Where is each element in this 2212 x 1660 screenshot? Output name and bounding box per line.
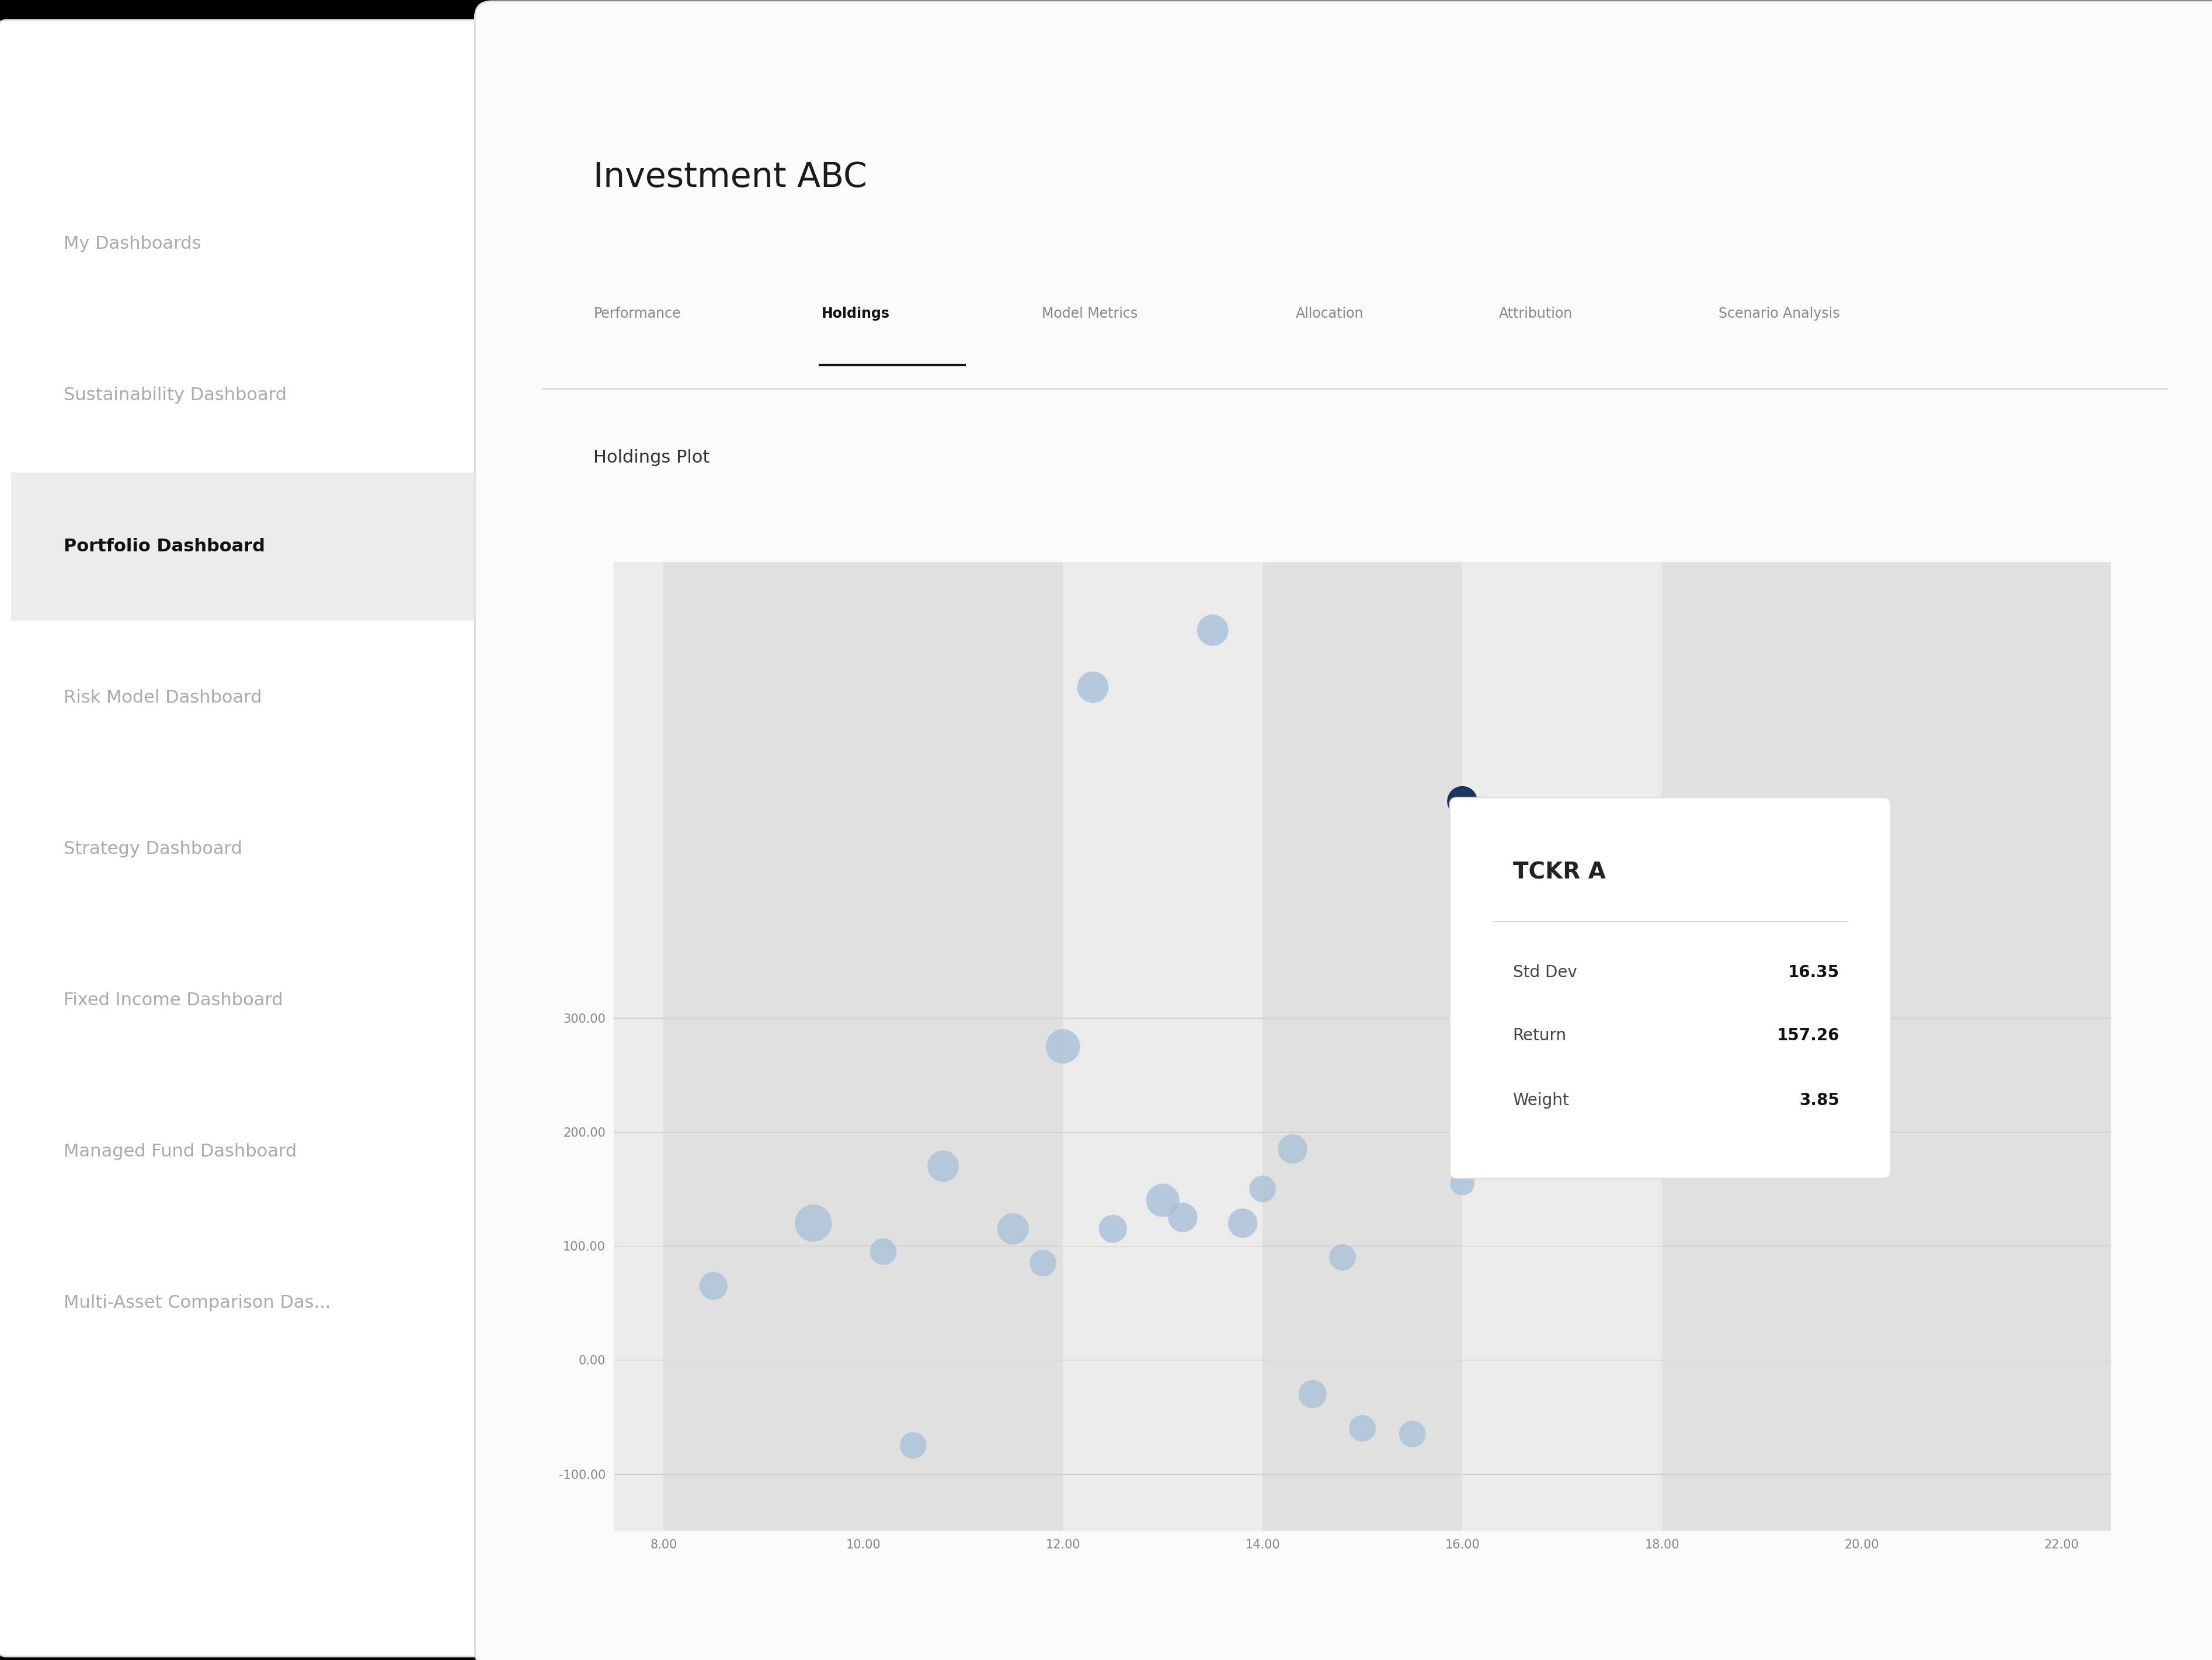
- Text: Attribution: Attribution: [1500, 307, 1573, 320]
- Text: Strategy Dashboard: Strategy Dashboard: [64, 840, 243, 858]
- Point: [1624, 1079, 1659, 1106]
- Point: [1046, 1033, 1082, 1059]
- Text: Performance: Performance: [593, 307, 681, 320]
- Point: [1166, 1204, 1201, 1230]
- Point: [697, 1273, 732, 1300]
- Point: [1444, 789, 1480, 815]
- Text: Model Metrics: Model Metrics: [1042, 307, 1137, 320]
- Text: Holdings: Holdings: [823, 307, 889, 320]
- Point: [1075, 674, 1110, 701]
- Point: [1325, 1243, 1360, 1270]
- FancyBboxPatch shape: [1449, 797, 1891, 1179]
- Text: Holdings Plot: Holdings Plot: [593, 450, 710, 466]
- Text: 16.35: 16.35: [1787, 964, 1840, 981]
- Text: Allocation: Allocation: [1296, 307, 1363, 320]
- Point: [1095, 1215, 1130, 1242]
- Point: [1146, 1187, 1181, 1213]
- Text: ∧: ∧: [476, 125, 484, 138]
- Point: [1396, 1421, 1431, 1448]
- Text: TCKR A: TCKR A: [1513, 862, 1606, 883]
- Text: My Dashboards: My Dashboards: [64, 236, 201, 252]
- Text: Investment ABC: Investment ABC: [593, 161, 867, 194]
- FancyBboxPatch shape: [476, 2, 2212, 1660]
- Point: [1245, 1175, 1281, 1202]
- Point: [865, 1238, 900, 1265]
- Point: [1294, 1381, 1329, 1408]
- Point: [925, 1152, 960, 1179]
- Bar: [1263, 561, 1462, 1531]
- Point: [1026, 1250, 1062, 1277]
- Text: Risk Model Dashboard: Risk Model Dashboard: [64, 689, 261, 706]
- Point: [1444, 1170, 1480, 1197]
- Point: [1345, 1414, 1380, 1441]
- Text: Multi-Asset Comparison Das...: Multi-Asset Comparison Das...: [64, 1295, 332, 1311]
- Point: [1194, 618, 1230, 644]
- Bar: [664, 561, 1064, 1531]
- Text: Scenario Analysis: Scenario Analysis: [1719, 307, 1840, 320]
- Text: Portfolio Dashboard: Portfolio Dashboard: [64, 538, 265, 554]
- Text: 3.85: 3.85: [1798, 1092, 1840, 1109]
- Text: Managed Fund Dashboard: Managed Fund Dashboard: [64, 1144, 296, 1160]
- Text: 157.26: 157.26: [1776, 1028, 1840, 1044]
- Text: Weight: Weight: [1513, 1092, 1568, 1109]
- Text: Fixed Income Dashboard: Fixed Income Dashboard: [64, 993, 283, 1009]
- Text: Return: Return: [1513, 1028, 1566, 1044]
- Point: [1274, 1135, 1310, 1162]
- Text: Sustainability Dashboard: Sustainability Dashboard: [64, 387, 288, 403]
- Point: [796, 1210, 832, 1237]
- Point: [896, 1433, 931, 1459]
- Text: Std Dev: Std Dev: [1513, 964, 1577, 981]
- FancyBboxPatch shape: [0, 20, 615, 1657]
- Point: [995, 1215, 1031, 1242]
- Bar: [1661, 561, 2110, 1531]
- FancyBboxPatch shape: [0, 473, 608, 621]
- Point: [1225, 1210, 1261, 1237]
